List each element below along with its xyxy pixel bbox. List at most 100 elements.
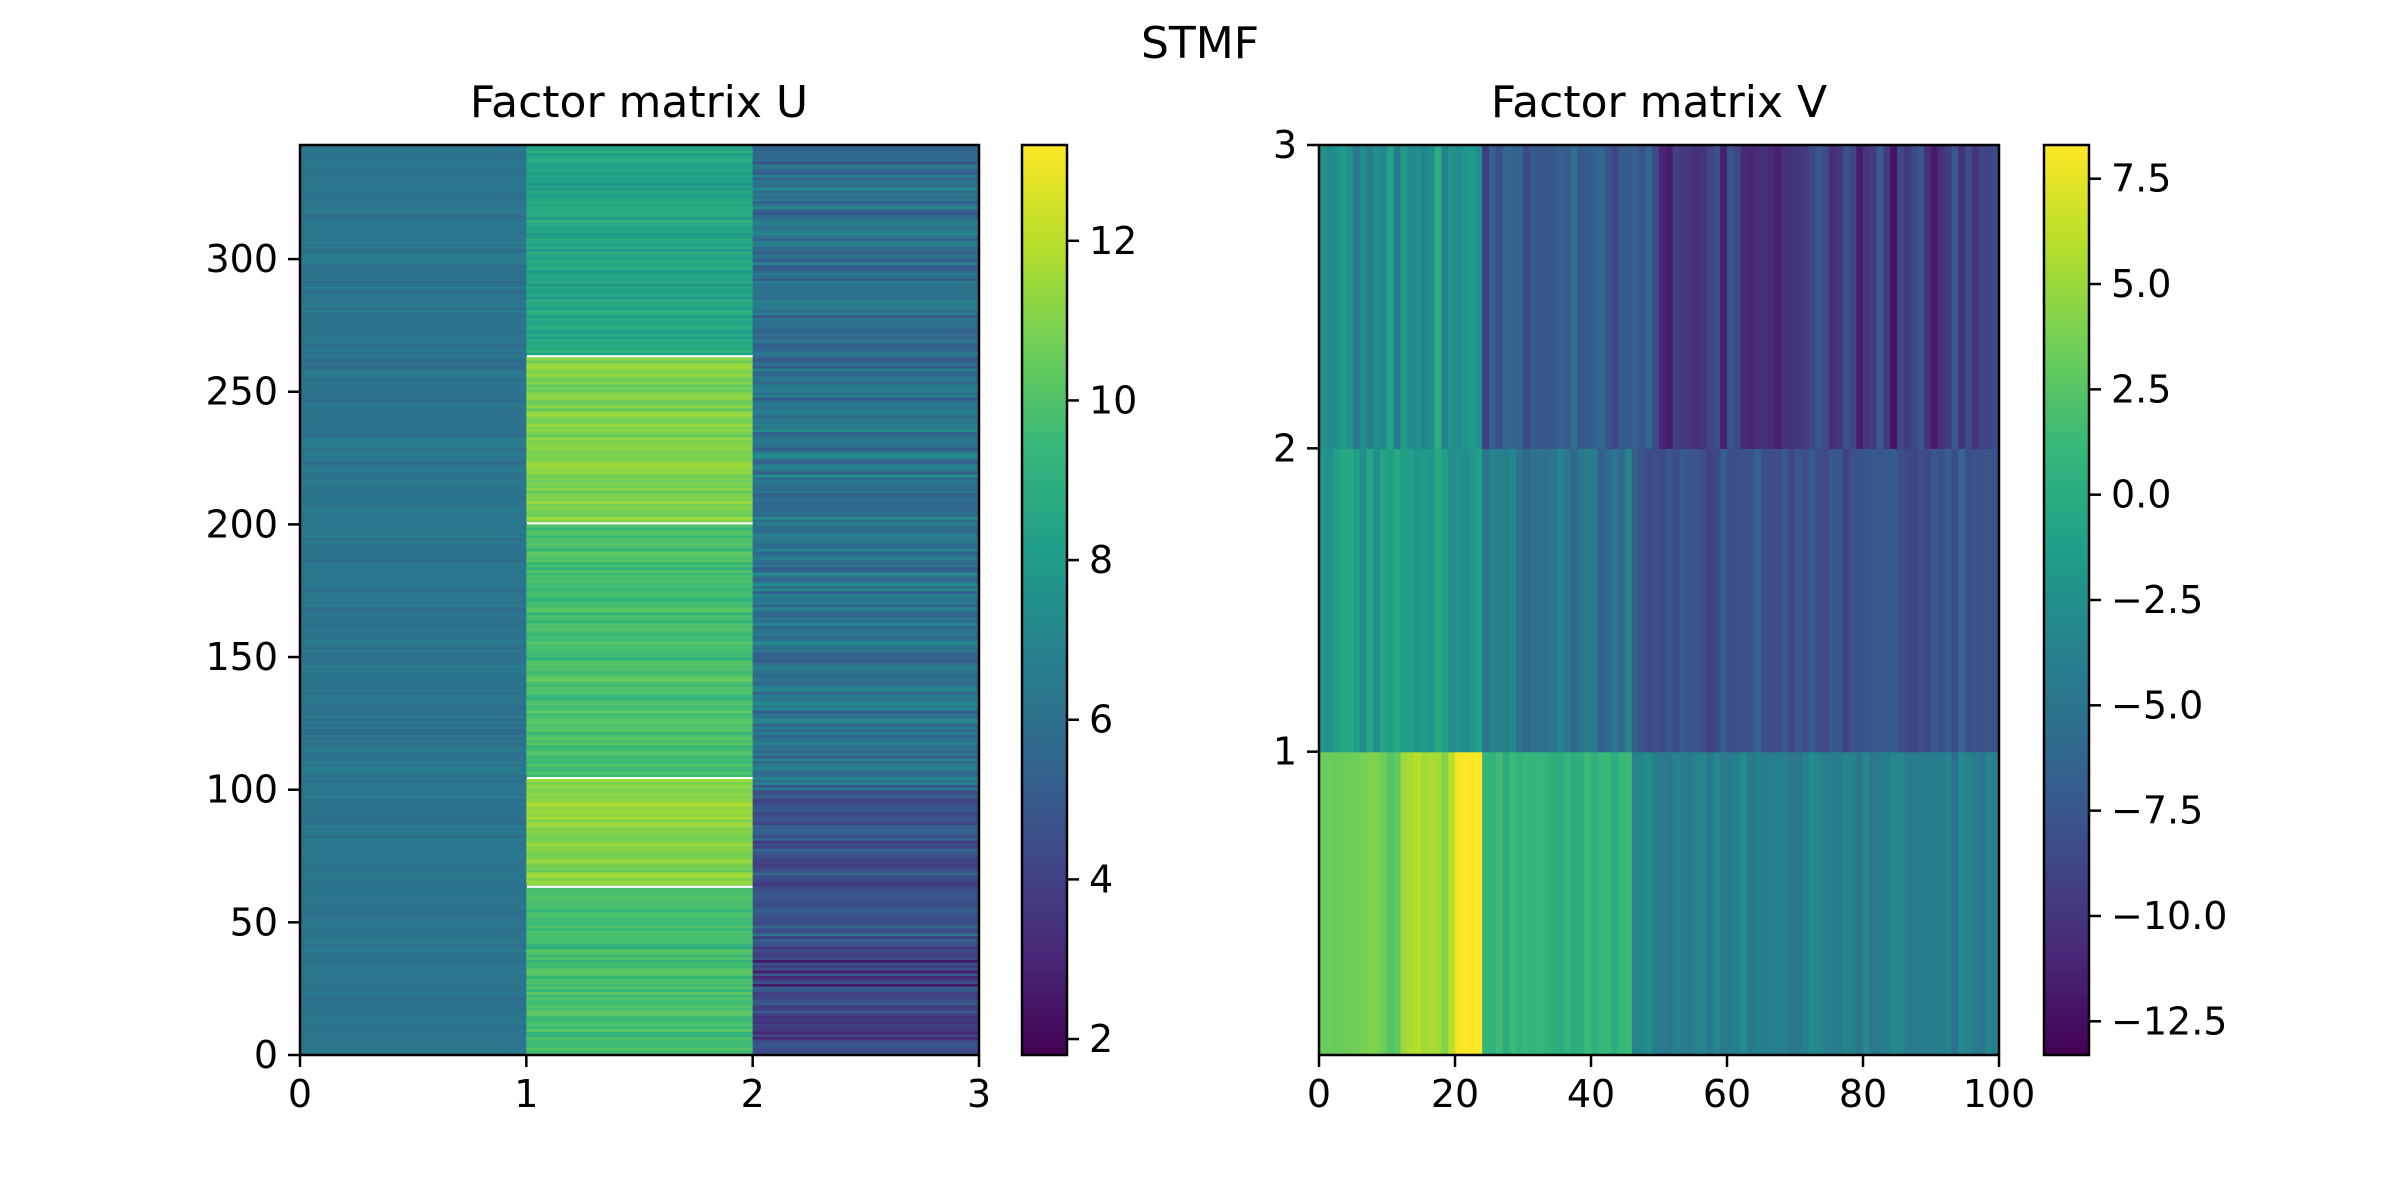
heatmap-cell <box>526 821 754 825</box>
heatmap-cell <box>526 325 754 329</box>
heatmap-cell <box>300 208 527 212</box>
heatmap-cell <box>300 211 527 215</box>
heatmap-cell <box>526 654 754 658</box>
heatmap-cell <box>300 240 527 244</box>
heatmap-cell <box>752 1033 980 1038</box>
colorbar-swatch <box>1022 910 1067 920</box>
heatmap-cell <box>300 418 527 422</box>
heatmap-cell <box>300 728 527 732</box>
heatmap-cell <box>1835 448 1844 753</box>
heatmap-cell <box>1863 448 1871 753</box>
heatmap-cell <box>1523 751 1531 1056</box>
heatmap-cell <box>300 373 527 377</box>
heatmap-cell <box>1686 145 1694 449</box>
heatmap-cell <box>526 574 754 579</box>
heatmap-cell <box>752 206 980 210</box>
heatmap-cell <box>752 365 980 369</box>
heatmap-cell <box>300 821 527 825</box>
heatmap-cell <box>1638 448 1646 753</box>
heatmap-cell <box>526 826 754 831</box>
heatmap-cell <box>300 680 527 685</box>
heatmap-cell <box>1965 145 1973 449</box>
heatmap-cell <box>300 773 527 778</box>
heatmap-cell <box>752 221 980 226</box>
heatmap-cell <box>752 574 980 579</box>
colorbar-swatch <box>1022 455 1067 465</box>
heatmap-cell <box>526 216 754 220</box>
heatmap-cell <box>300 182 527 186</box>
heatmap-cell <box>526 906 754 910</box>
heatmap-cell <box>300 280 527 284</box>
y-tick-label: 300 <box>205 237 278 281</box>
colorbar-swatch <box>2044 220 2089 230</box>
heatmap-cell <box>526 739 754 743</box>
heatmap-cell <box>752 503 980 507</box>
heatmap-cell <box>526 787 754 791</box>
heatmap-cell <box>752 911 980 915</box>
heatmap-cell <box>526 710 754 714</box>
colorbar-swatch <box>2044 600 2089 609</box>
heatmap-cell <box>752 378 980 382</box>
heatmap-cell <box>1910 448 1918 753</box>
heatmap-cell <box>526 649 754 653</box>
colorbar-swatch <box>1022 744 1067 753</box>
heatmap-cell <box>752 614 980 618</box>
heatmap-cell <box>1890 448 1898 753</box>
heatmap-cell <box>752 691 980 695</box>
heatmap-cell <box>526 378 754 382</box>
colorbar-swatch <box>1022 243 1067 252</box>
colorbar-swatch <box>1022 167 1067 176</box>
heatmap-cell <box>752 158 980 162</box>
colorbar-swatch <box>2044 948 2089 958</box>
heatmap-cell <box>752 863 980 868</box>
heatmap-cell <box>1366 145 1374 449</box>
colorbar-swatch <box>2044 698 2089 707</box>
heatmap-cell <box>526 646 754 650</box>
heatmap-cell <box>752 885 980 889</box>
heatmap-cell <box>1754 145 1762 449</box>
heatmap-cell <box>300 317 527 321</box>
heatmap-cell <box>526 773 754 778</box>
heatmap-cell <box>1842 751 1850 1056</box>
heatmap-cell <box>526 176 754 181</box>
heatmap-cell <box>1441 145 1449 449</box>
heatmap-cell <box>1808 145 1816 449</box>
heatmap-cell <box>300 887 527 892</box>
heatmap-cell <box>300 330 527 334</box>
colorbar-swatch <box>1022 691 1067 700</box>
heatmap-cell <box>300 298 527 303</box>
heatmap-cell <box>526 564 754 568</box>
heatmap-cell <box>300 574 527 579</box>
heatmap-cell <box>526 699 754 703</box>
colorbar-swatch <box>2044 387 2089 396</box>
heatmap-cell <box>526 511 754 515</box>
heatmap-cell <box>526 359 754 364</box>
heatmap-cell <box>300 861 527 865</box>
heatmap-cell <box>1353 448 1361 753</box>
heatmap-cell <box>752 1039 980 1043</box>
colorbar-swatch <box>1022 675 1067 685</box>
heatmap-cell <box>526 911 754 915</box>
heatmap-cell <box>300 466 527 470</box>
heatmap-cell <box>752 1036 980 1040</box>
heatmap-cell <box>300 699 527 703</box>
heatmap-cell <box>526 659 754 663</box>
heatmap-cell <box>1577 751 1585 1056</box>
heatmap-cell <box>1822 751 1830 1056</box>
heatmap-cell <box>752 935 980 939</box>
heatmap-cell <box>526 1023 754 1027</box>
heatmap-cell <box>526 609 754 613</box>
heatmap-cell <box>300 394 527 398</box>
axes-frame-v <box>1317 143 2001 1057</box>
heatmap-cell <box>300 439 527 443</box>
heatmap-cell <box>526 871 754 876</box>
heatmap-cell <box>526 431 754 435</box>
colorbar-swatch <box>1022 190 1067 199</box>
heatmap-cell <box>752 821 980 825</box>
heatmap-cell <box>526 481 754 486</box>
heatmap-cell <box>752 962 980 966</box>
heatmap-cell <box>752 829 980 833</box>
colorbar-swatch <box>1022 418 1067 427</box>
heatmap-cell <box>752 439 980 443</box>
